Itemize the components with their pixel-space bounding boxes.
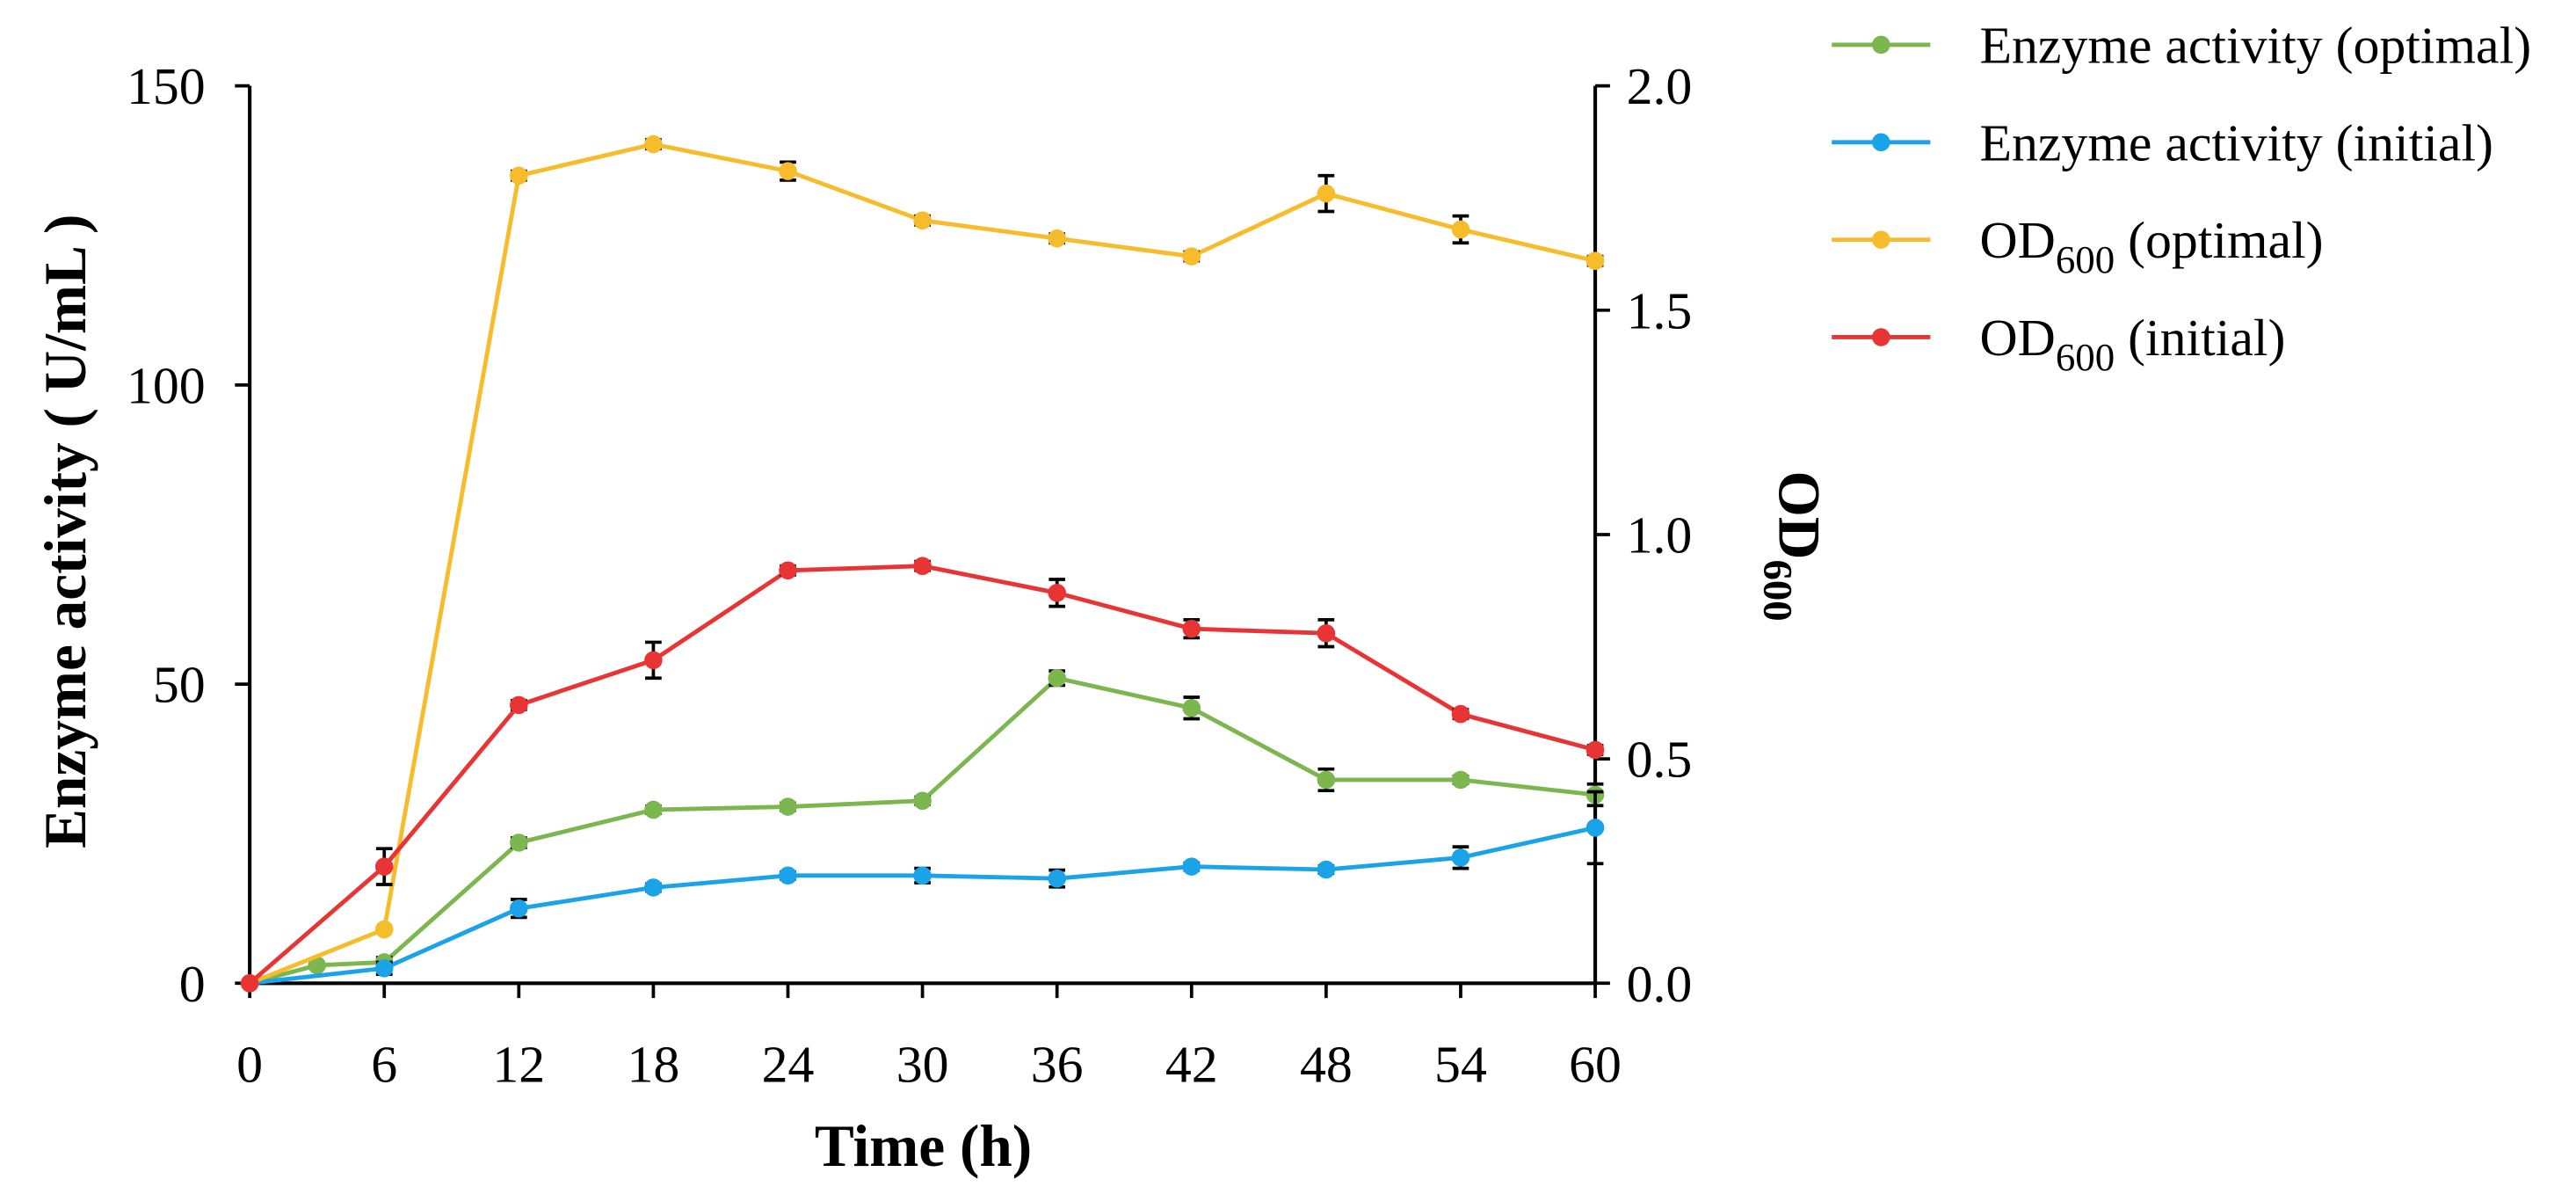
axes: 0 6 12 18 24 30 36 42 48 54 60 0 50 100 150 0.0 0.5 1.0 1.… xyxy=(127,57,1692,1093)
series-enzyme-activity-optimal-point xyxy=(913,791,932,811)
series-enzyme-activity-initial-point xyxy=(1048,869,1066,888)
x-tick-label: 24 xyxy=(762,1035,815,1093)
right-y-tick-label: 1.0 xyxy=(1627,506,1693,564)
series-od600-optimal-point xyxy=(779,162,797,180)
series-enzyme-activity-initial-point xyxy=(644,878,663,897)
series-od600-initial-point xyxy=(1451,704,1470,724)
legend-marker xyxy=(1872,133,1890,152)
legend-label-main: OD xyxy=(1979,309,2055,367)
series-enzyme-activity-initial xyxy=(240,790,1605,993)
legend-label-main: Enzyme activity (optimal) xyxy=(1979,16,2531,74)
left-y-tick-label: 150 xyxy=(127,57,206,115)
series-od600-optimal-point xyxy=(913,211,932,230)
legend-label-subscript: 600 xyxy=(2056,335,2115,379)
series-od600-optimal-point xyxy=(1317,184,1336,203)
series-od600-initial-point xyxy=(1317,623,1336,643)
plot-series xyxy=(240,135,1605,993)
series-od600-initial-point xyxy=(913,557,932,575)
series-enzyme-activity-initial-point xyxy=(913,866,932,885)
series-enzyme-activity-initial-point xyxy=(1586,819,1605,837)
legend-item-enzyme-activity-initial: Enzyme activity (initial) xyxy=(1832,113,2493,171)
legend-label-main: Enzyme activity (initial) xyxy=(1979,113,2493,171)
right-y-axis-title: OD600 xyxy=(1755,471,1832,622)
series-enzyme-activity-initial-point xyxy=(1317,860,1336,879)
legend-marker xyxy=(1872,230,1890,249)
series-od600-initial xyxy=(240,557,1605,993)
legend-label-rest: (optimal) xyxy=(2115,211,2323,269)
left-y-tick-label: 0 xyxy=(179,955,206,1013)
series-enzyme-activity-optimal-point xyxy=(510,834,528,852)
series-od600-optimal-point xyxy=(1182,247,1201,266)
series-enzyme-activity-optimal-point xyxy=(1451,770,1470,790)
series-enzyme-activity-initial-line xyxy=(249,825,1596,986)
x-tick-label: 54 xyxy=(1434,1035,1487,1093)
right-y-tick-label: 0.5 xyxy=(1627,731,1693,789)
series-enzyme-activity-initial-point xyxy=(1182,857,1201,876)
series-enzyme-activity-optimal-point xyxy=(779,797,797,816)
right-y-tick-label: 2.0 xyxy=(1627,57,1693,115)
series-enzyme-activity-optimal-line xyxy=(249,675,1596,986)
legend-item-od600-optimal: OD600 (optimal) xyxy=(1832,211,2324,281)
series-enzyme-activity-optimal-point xyxy=(308,956,326,975)
legend-label-subscript: 600 xyxy=(2056,237,2115,281)
legend-label: Enzyme activity (initial) xyxy=(1979,113,2493,171)
legend-item-od600-initial: OD600 (initial) xyxy=(1832,309,2285,379)
series-enzyme-activity-initial-point xyxy=(779,866,797,885)
series-enzyme-activity-initial-point xyxy=(374,958,394,978)
series-enzyme-activity-initial-point xyxy=(510,899,528,918)
x-tick-label: 48 xyxy=(1300,1035,1353,1093)
series-od600-optimal-point xyxy=(1048,229,1066,248)
left-y-tick-label: 50 xyxy=(153,656,206,714)
series-enzyme-activity-optimal-point xyxy=(644,800,663,819)
series-od600-initial-point xyxy=(779,561,797,580)
legend-label: OD600 (optimal) xyxy=(1979,211,2323,281)
legend-marker xyxy=(1872,35,1890,55)
series-enzyme-activity-optimal-point xyxy=(1182,699,1201,717)
left-y-axis-title: Enzyme activity ( U/mL ) xyxy=(33,215,98,848)
series-od600-optimal-point xyxy=(644,135,663,154)
series-od600-optimal-point xyxy=(1451,220,1470,239)
legend: Enzyme activity (optimal) Enzyme activity… xyxy=(1832,16,2531,379)
legend-label-rest: (initial) xyxy=(2115,309,2285,367)
series-enzyme-activity-optimal xyxy=(240,668,1605,993)
series-od600-optimal xyxy=(240,135,1605,993)
series-od600-initial-point xyxy=(1586,740,1605,760)
series-od600-initial-point xyxy=(1048,584,1066,602)
series-od600-initial-point xyxy=(644,651,663,670)
right-y-tick-label: 0.0 xyxy=(1627,955,1693,1013)
series-od600-initial-point xyxy=(510,695,528,715)
legend-marker xyxy=(1872,328,1890,346)
legend-label-main: OD xyxy=(1979,211,2055,269)
series-od600-initial-point xyxy=(240,973,259,993)
x-tick-label: 30 xyxy=(896,1035,949,1093)
series-od600-optimal-point xyxy=(374,920,394,939)
series-od600-initial-point xyxy=(1182,619,1201,638)
series-od600-optimal-point xyxy=(510,166,528,186)
legend-item-enzyme-activity-optimal: Enzyme activity (optimal) xyxy=(1832,16,2531,74)
x-tick-label: 12 xyxy=(492,1035,545,1093)
x-tick-label: 0 xyxy=(236,1035,263,1093)
x-tick-label: 36 xyxy=(1031,1035,1084,1093)
right-y-tick-label: 1.5 xyxy=(1627,281,1693,339)
x-tick-label: 18 xyxy=(628,1035,680,1093)
series-enzyme-activity-optimal-point xyxy=(1317,770,1336,790)
x-axis-title: Time (h) xyxy=(815,1113,1032,1179)
x-tick-label: 60 xyxy=(1569,1035,1622,1093)
series-od600-initial-point xyxy=(374,857,394,876)
legend-label: OD600 (initial) xyxy=(1979,309,2285,379)
series-enzyme-activity-initial-point xyxy=(1451,848,1470,867)
right-y-axis-title-subscript: 600 xyxy=(1755,559,1801,621)
series-od600-initial-line xyxy=(248,564,1596,986)
left-y-tick-label: 100 xyxy=(127,356,206,414)
series-od600-optimal-point xyxy=(1586,251,1605,270)
legend-label: Enzyme activity (optimal) xyxy=(1979,16,2531,74)
x-tick-label: 42 xyxy=(1165,1035,1218,1093)
right-y-axis-title-main: OD xyxy=(1766,471,1832,560)
x-tick-label: 6 xyxy=(371,1035,397,1093)
series-enzyme-activity-optimal-point xyxy=(1048,668,1066,688)
